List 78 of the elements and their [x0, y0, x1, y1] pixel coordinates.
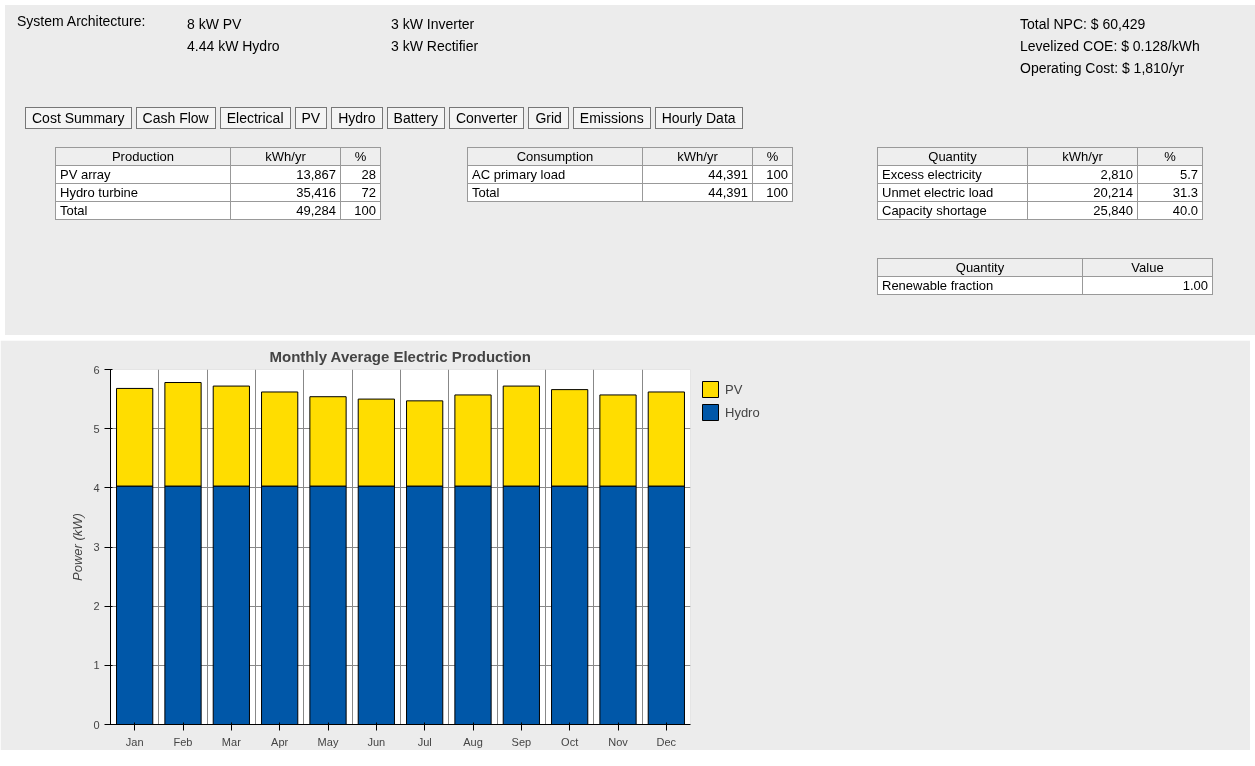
text: Cash Flow	[135, 107, 216, 129]
text: 44,391	[642, 183, 753, 202]
text: 40.0	[1137, 201, 1203, 220]
y-tick-label: 2	[93, 600, 100, 613]
text: 31.3	[1137, 183, 1203, 202]
y-tick-label: 4	[93, 481, 100, 494]
text: 13,867	[230, 165, 341, 184]
y-tick-label: 5	[93, 422, 100, 435]
text: Quantity	[877, 147, 1028, 166]
text: Total	[467, 183, 643, 202]
text: Cost Summary	[25, 107, 132, 129]
text: Converter	[448, 107, 525, 129]
x-tick-label: Dec	[656, 735, 677, 748]
y-axis-title: Power (kW)	[70, 513, 86, 581]
text: 2,810	[1027, 165, 1138, 184]
y-tick-label: 6	[93, 363, 100, 376]
x-tick-label: Jul	[417, 735, 432, 748]
legend-label: Hydro	[725, 404, 760, 420]
x-tick-label: Sep	[511, 735, 532, 748]
x-tick-label: Jan	[125, 735, 144, 748]
text: System Architecture:	[17, 13, 146, 29]
text: 28	[340, 165, 381, 184]
text: Total NPC: $ 60,429	[1020, 16, 1146, 32]
text: 3 kW Rectifier	[391, 38, 479, 54]
text: %	[752, 147, 793, 166]
text: Grid	[528, 107, 569, 129]
text: Electrical	[219, 107, 291, 129]
text: Hydro	[331, 107, 383, 129]
text: Capacity shortage	[877, 201, 1028, 220]
text: 20,214	[1027, 183, 1138, 202]
x-tick-label: Mar	[221, 735, 242, 748]
text: kWh/yr	[230, 147, 341, 166]
text: Production	[55, 147, 231, 166]
text: %	[1137, 147, 1203, 166]
text: PV	[294, 107, 328, 129]
text: 100	[752, 165, 793, 184]
text: 100	[340, 201, 381, 220]
chart-title: Monthly Average Electric Production	[269, 347, 531, 365]
text: kWh/yr	[1027, 147, 1138, 166]
text: Consumption	[467, 147, 643, 166]
x-tick-label: Aug	[463, 735, 483, 748]
text: Hourly Data	[654, 107, 743, 129]
text: 72	[340, 183, 381, 202]
text: 1.00	[1082, 276, 1213, 295]
text: kWh/yr	[642, 147, 753, 166]
text: 5.7	[1137, 165, 1203, 184]
text: 100	[752, 183, 793, 202]
text: Renewable fraction	[877, 276, 1083, 295]
y-tick-label: 1	[93, 659, 100, 672]
text: Battery	[386, 107, 445, 129]
text: Levelized COE: $ 0.128/kWh	[1020, 38, 1200, 54]
text: AC primary load	[467, 165, 643, 184]
text: 8 kW PV	[187, 16, 242, 32]
text: Excess electricity	[877, 165, 1028, 184]
text: 25,840	[1027, 201, 1138, 220]
text: 3 kW Inverter	[391, 16, 475, 32]
text: 4.44 kW Hydro	[187, 38, 280, 54]
text: Emissions	[572, 107, 651, 129]
x-tick-label: Feb	[173, 735, 193, 748]
y-tick-label: 3	[93, 541, 100, 553]
text: Total	[55, 201, 231, 220]
x-tick-label: Nov	[608, 735, 629, 748]
y-tick-label: 0	[93, 718, 100, 731]
text: Value	[1082, 258, 1213, 277]
text: PV array	[55, 165, 231, 184]
x-tick-label: May	[317, 735, 339, 748]
legend-label: PV	[725, 381, 744, 397]
text: 35,416	[230, 183, 341, 202]
x-tick-label: Jun	[367, 735, 386, 748]
x-tick-label: Apr	[271, 735, 289, 748]
text: %	[340, 147, 381, 166]
x-tick-label: Oct	[561, 735, 579, 748]
text: Hydro turbine	[55, 183, 231, 202]
text: Quantity	[877, 258, 1083, 277]
text: Operating Cost: $ 1,810/yr	[1020, 60, 1185, 76]
text: 49,284	[230, 201, 341, 220]
text: 44,391	[642, 165, 753, 184]
text: Unmet electric load	[877, 183, 1028, 202]
